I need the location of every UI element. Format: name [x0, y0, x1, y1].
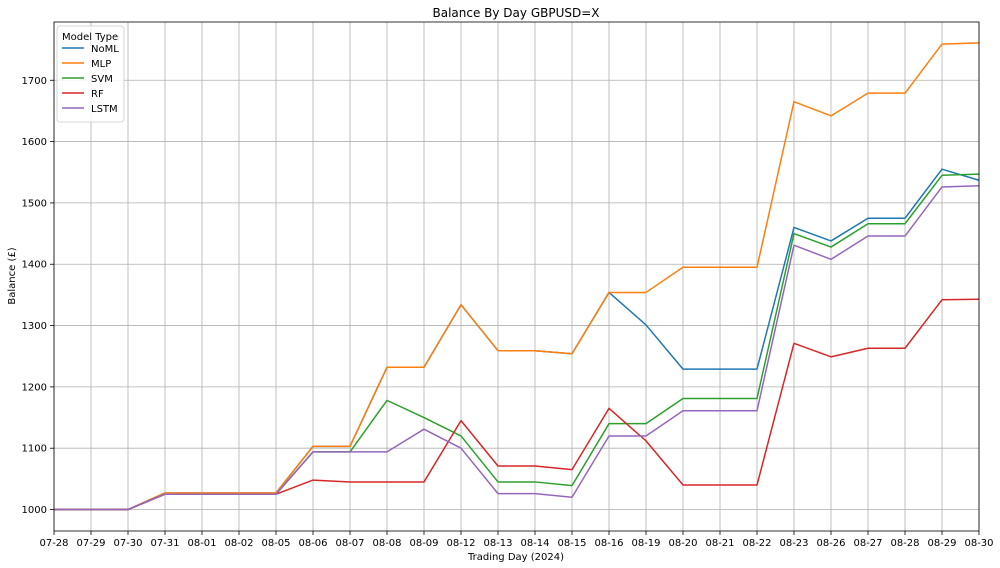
x-tick-label: 07-31 — [150, 538, 179, 549]
y-tick-label: 1700 — [22, 76, 47, 87]
y-tick-label: 1300 — [22, 321, 47, 332]
x-tick-label: 08-30 — [964, 538, 993, 549]
legend-label-svm: SVM — [91, 74, 113, 85]
y-axis-label: Balance (£) — [7, 247, 18, 304]
x-axis-ticks: 07-28 07-29 07-30 07-31 08-01 08-02 08-05 08-06… — [39, 531, 994, 549]
chart-title: Balance By Day GBPUSD=X — [432, 6, 599, 20]
x-tick-label: 08-16 — [594, 538, 623, 549]
x-tick-label: 08-29 — [927, 538, 956, 549]
x-tick-label: 08-13 — [483, 538, 512, 549]
legend-title: Model Type — [62, 32, 118, 43]
x-tick-label: 08-01 — [187, 538, 216, 549]
x-tick-label: 08-09 — [409, 538, 438, 549]
y-tick-label: 1000 — [22, 505, 47, 516]
series-line-lstm — [54, 184, 980, 511]
x-tick-label: 07-29 — [76, 538, 105, 549]
grid-lines — [53, 22, 980, 531]
series-line-mlp — [54, 42, 980, 511]
y-axis-ticks: 1000 1100 1200 1300 1400 1500 1600 1700 — [22, 76, 54, 516]
x-tick-label: 08-06 — [298, 538, 327, 549]
y-tick-label: 1500 — [22, 198, 47, 209]
x-tick-label: 08-08 — [372, 538, 401, 549]
x-tick-label: 08-15 — [557, 538, 586, 549]
x-tick-label: 08-02 — [224, 538, 253, 549]
legend-label-rf: RF — [91, 89, 104, 100]
x-tick-label: 08-20 — [668, 538, 697, 549]
y-tick-label: 1200 — [22, 382, 47, 393]
x-axis-label: Trading Day (2024) — [467, 552, 564, 563]
series-lines — [54, 42, 980, 511]
x-tick-label: 08-26 — [816, 538, 845, 549]
x-tick-label: 08-28 — [890, 538, 919, 549]
y-tick-label: 1100 — [22, 444, 47, 455]
x-tick-label: 08-22 — [742, 538, 771, 549]
chart-legend: Model Type NoML MLP SVM RF LSTM — [56, 25, 125, 123]
y-tick-label: 1400 — [22, 260, 47, 271]
x-tick-label: 08-14 — [520, 538, 549, 549]
legend-label-noml: NoML — [91, 44, 119, 55]
plot-frame — [53, 21, 980, 532]
x-tick-label: 08-05 — [261, 538, 290, 549]
x-tick-label: 08-07 — [335, 538, 364, 549]
x-tick-label: 07-30 — [113, 538, 142, 549]
y-tick-label: 1600 — [22, 137, 47, 148]
x-tick-label: 08-23 — [779, 538, 808, 549]
legend-items: NoML MLP SVM RF LSTM — [62, 44, 119, 115]
x-tick-label: 07-28 — [39, 538, 68, 549]
legend-box — [56, 25, 125, 123]
x-tick-label: 08-19 — [631, 538, 660, 549]
x-tick-label: 08-21 — [705, 538, 734, 549]
legend-label-lstm: LSTM — [91, 104, 118, 115]
x-tick-label: 08-27 — [853, 538, 882, 549]
legend-label-mlp: MLP — [91, 59, 111, 70]
x-tick-label: 08-12 — [446, 538, 475, 549]
